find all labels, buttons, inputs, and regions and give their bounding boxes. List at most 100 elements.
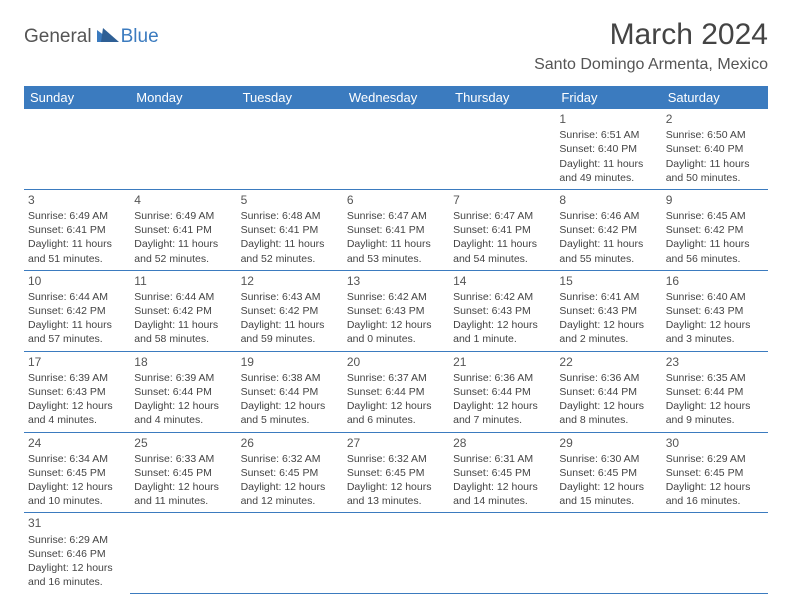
- daylight-text: Daylight: 12 hours and 13 minutes.: [347, 480, 445, 508]
- sunrise-text: Sunrise: 6:29 AM: [666, 452, 764, 466]
- day-number: 30: [666, 435, 764, 451]
- daylight-text: Daylight: 11 hours and 52 minutes.: [134, 237, 232, 265]
- calendar-day-cell: 12Sunrise: 6:43 AMSunset: 6:42 PMDayligh…: [237, 270, 343, 351]
- calendar-day-cell: 1Sunrise: 6:51 AMSunset: 6:40 PMDaylight…: [555, 109, 661, 189]
- sunset-text: Sunset: 6:42 PM: [666, 223, 764, 237]
- sunrise-text: Sunrise: 6:42 AM: [347, 290, 445, 304]
- sunrise-text: Sunrise: 6:34 AM: [28, 452, 126, 466]
- daylight-text: Daylight: 12 hours and 8 minutes.: [559, 399, 657, 427]
- calendar-day-cell: 20Sunrise: 6:37 AMSunset: 6:44 PMDayligh…: [343, 351, 449, 432]
- sunrise-text: Sunrise: 6:32 AM: [241, 452, 339, 466]
- calendar-day-cell: 25Sunrise: 6:33 AMSunset: 6:45 PMDayligh…: [130, 432, 236, 513]
- sunset-text: Sunset: 6:40 PM: [666, 142, 764, 156]
- daylight-text: Daylight: 11 hours and 50 minutes.: [666, 157, 764, 185]
- daylight-text: Daylight: 12 hours and 12 minutes.: [241, 480, 339, 508]
- calendar-empty-cell: [449, 109, 555, 189]
- calendar-week-row: 17Sunrise: 6:39 AMSunset: 6:43 PMDayligh…: [24, 351, 768, 432]
- daylight-text: Daylight: 12 hours and 4 minutes.: [134, 399, 232, 427]
- calendar-day-cell: 10Sunrise: 6:44 AMSunset: 6:42 PMDayligh…: [24, 270, 130, 351]
- calendar-day-cell: 11Sunrise: 6:44 AMSunset: 6:42 PMDayligh…: [130, 270, 236, 351]
- calendar-day-cell: 23Sunrise: 6:35 AMSunset: 6:44 PMDayligh…: [662, 351, 768, 432]
- calendar-day-cell: 21Sunrise: 6:36 AMSunset: 6:44 PMDayligh…: [449, 351, 555, 432]
- calendar-day-cell: 28Sunrise: 6:31 AMSunset: 6:45 PMDayligh…: [449, 432, 555, 513]
- sunset-text: Sunset: 6:44 PM: [241, 385, 339, 399]
- day-number: 28: [453, 435, 551, 451]
- day-number: 17: [28, 354, 126, 370]
- day-number: 25: [134, 435, 232, 451]
- sunrise-text: Sunrise: 6:43 AM: [241, 290, 339, 304]
- daylight-text: Daylight: 12 hours and 16 minutes.: [28, 561, 126, 589]
- calendar-day-cell: 31Sunrise: 6:29 AMSunset: 6:46 PMDayligh…: [24, 513, 130, 593]
- day-number: 20: [347, 354, 445, 370]
- sunrise-text: Sunrise: 6:42 AM: [453, 290, 551, 304]
- daylight-text: Daylight: 11 hours and 49 minutes.: [559, 157, 657, 185]
- day-number: 31: [28, 515, 126, 531]
- sunrise-text: Sunrise: 6:46 AM: [559, 209, 657, 223]
- calendar-empty-cell: [449, 513, 555, 593]
- calendar-week-row: 3Sunrise: 6:49 AMSunset: 6:41 PMDaylight…: [24, 189, 768, 270]
- day-number: 1: [559, 111, 657, 127]
- daylight-text: Daylight: 12 hours and 1 minute.: [453, 318, 551, 346]
- day-header: Friday: [555, 86, 661, 109]
- sunset-text: Sunset: 6:43 PM: [347, 304, 445, 318]
- day-number: 2: [666, 111, 764, 127]
- day-number: 27: [347, 435, 445, 451]
- calendar-day-cell: 9Sunrise: 6:45 AMSunset: 6:42 PMDaylight…: [662, 189, 768, 270]
- calendar-day-cell: 13Sunrise: 6:42 AMSunset: 6:43 PMDayligh…: [343, 270, 449, 351]
- day-number: 5: [241, 192, 339, 208]
- daylight-text: Daylight: 12 hours and 0 minutes.: [347, 318, 445, 346]
- calendar-day-cell: 18Sunrise: 6:39 AMSunset: 6:44 PMDayligh…: [130, 351, 236, 432]
- calendar-day-cell: 26Sunrise: 6:32 AMSunset: 6:45 PMDayligh…: [237, 432, 343, 513]
- sunrise-text: Sunrise: 6:32 AM: [347, 452, 445, 466]
- daylight-text: Daylight: 12 hours and 7 minutes.: [453, 399, 551, 427]
- sunset-text: Sunset: 6:43 PM: [28, 385, 126, 399]
- daylight-text: Daylight: 12 hours and 2 minutes.: [559, 318, 657, 346]
- calendar-day-cell: 3Sunrise: 6:49 AMSunset: 6:41 PMDaylight…: [24, 189, 130, 270]
- calendar-day-cell: 15Sunrise: 6:41 AMSunset: 6:43 PMDayligh…: [555, 270, 661, 351]
- day-number: 18: [134, 354, 232, 370]
- sunset-text: Sunset: 6:43 PM: [453, 304, 551, 318]
- sunset-text: Sunset: 6:44 PM: [453, 385, 551, 399]
- page-title: March 2024: [534, 18, 768, 52]
- header: General Blue March 2024 Santo Domingo Ar…: [24, 18, 768, 74]
- calendar-day-cell: 24Sunrise: 6:34 AMSunset: 6:45 PMDayligh…: [24, 432, 130, 513]
- location-subtitle: Santo Domingo Armenta, Mexico: [534, 56, 768, 74]
- calendar-day-cell: 19Sunrise: 6:38 AMSunset: 6:44 PMDayligh…: [237, 351, 343, 432]
- sunrise-text: Sunrise: 6:41 AM: [559, 290, 657, 304]
- sunrise-text: Sunrise: 6:49 AM: [134, 209, 232, 223]
- daylight-text: Daylight: 11 hours and 54 minutes.: [453, 237, 551, 265]
- day-number: 12: [241, 273, 339, 289]
- day-number: 29: [559, 435, 657, 451]
- calendar-empty-cell: [343, 513, 449, 593]
- sunset-text: Sunset: 6:41 PM: [28, 223, 126, 237]
- calendar-empty-cell: [237, 513, 343, 593]
- day-header: Sunday: [24, 86, 130, 109]
- sunset-text: Sunset: 6:45 PM: [666, 466, 764, 480]
- daylight-text: Daylight: 11 hours and 59 minutes.: [241, 318, 339, 346]
- day-number: 22: [559, 354, 657, 370]
- sunrise-text: Sunrise: 6:45 AM: [666, 209, 764, 223]
- calendar-empty-cell: [130, 109, 236, 189]
- day-number: 4: [134, 192, 232, 208]
- sunrise-text: Sunrise: 6:48 AM: [241, 209, 339, 223]
- daylight-text: Daylight: 12 hours and 16 minutes.: [666, 480, 764, 508]
- calendar-day-cell: 6Sunrise: 6:47 AMSunset: 6:41 PMDaylight…: [343, 189, 449, 270]
- daylight-text: Daylight: 11 hours and 55 minutes.: [559, 237, 657, 265]
- sunset-text: Sunset: 6:43 PM: [666, 304, 764, 318]
- daylight-text: Daylight: 12 hours and 6 minutes.: [347, 399, 445, 427]
- sunset-text: Sunset: 6:44 PM: [134, 385, 232, 399]
- calendar-week-row: 1Sunrise: 6:51 AMSunset: 6:40 PMDaylight…: [24, 109, 768, 189]
- calendar-day-cell: 7Sunrise: 6:47 AMSunset: 6:41 PMDaylight…: [449, 189, 555, 270]
- day-header: Tuesday: [237, 86, 343, 109]
- title-block: March 2024 Santo Domingo Armenta, Mexico: [534, 18, 768, 74]
- sunset-text: Sunset: 6:44 PM: [347, 385, 445, 399]
- sunset-text: Sunset: 6:46 PM: [28, 547, 126, 561]
- calendar-empty-cell: [237, 109, 343, 189]
- daylight-text: Daylight: 12 hours and 10 minutes.: [28, 480, 126, 508]
- daylight-text: Daylight: 11 hours and 56 minutes.: [666, 237, 764, 265]
- sunrise-text: Sunrise: 6:51 AM: [559, 128, 657, 142]
- day-number: 14: [453, 273, 551, 289]
- sunset-text: Sunset: 6:42 PM: [134, 304, 232, 318]
- day-number: 10: [28, 273, 126, 289]
- calendar-day-cell: 22Sunrise: 6:36 AMSunset: 6:44 PMDayligh…: [555, 351, 661, 432]
